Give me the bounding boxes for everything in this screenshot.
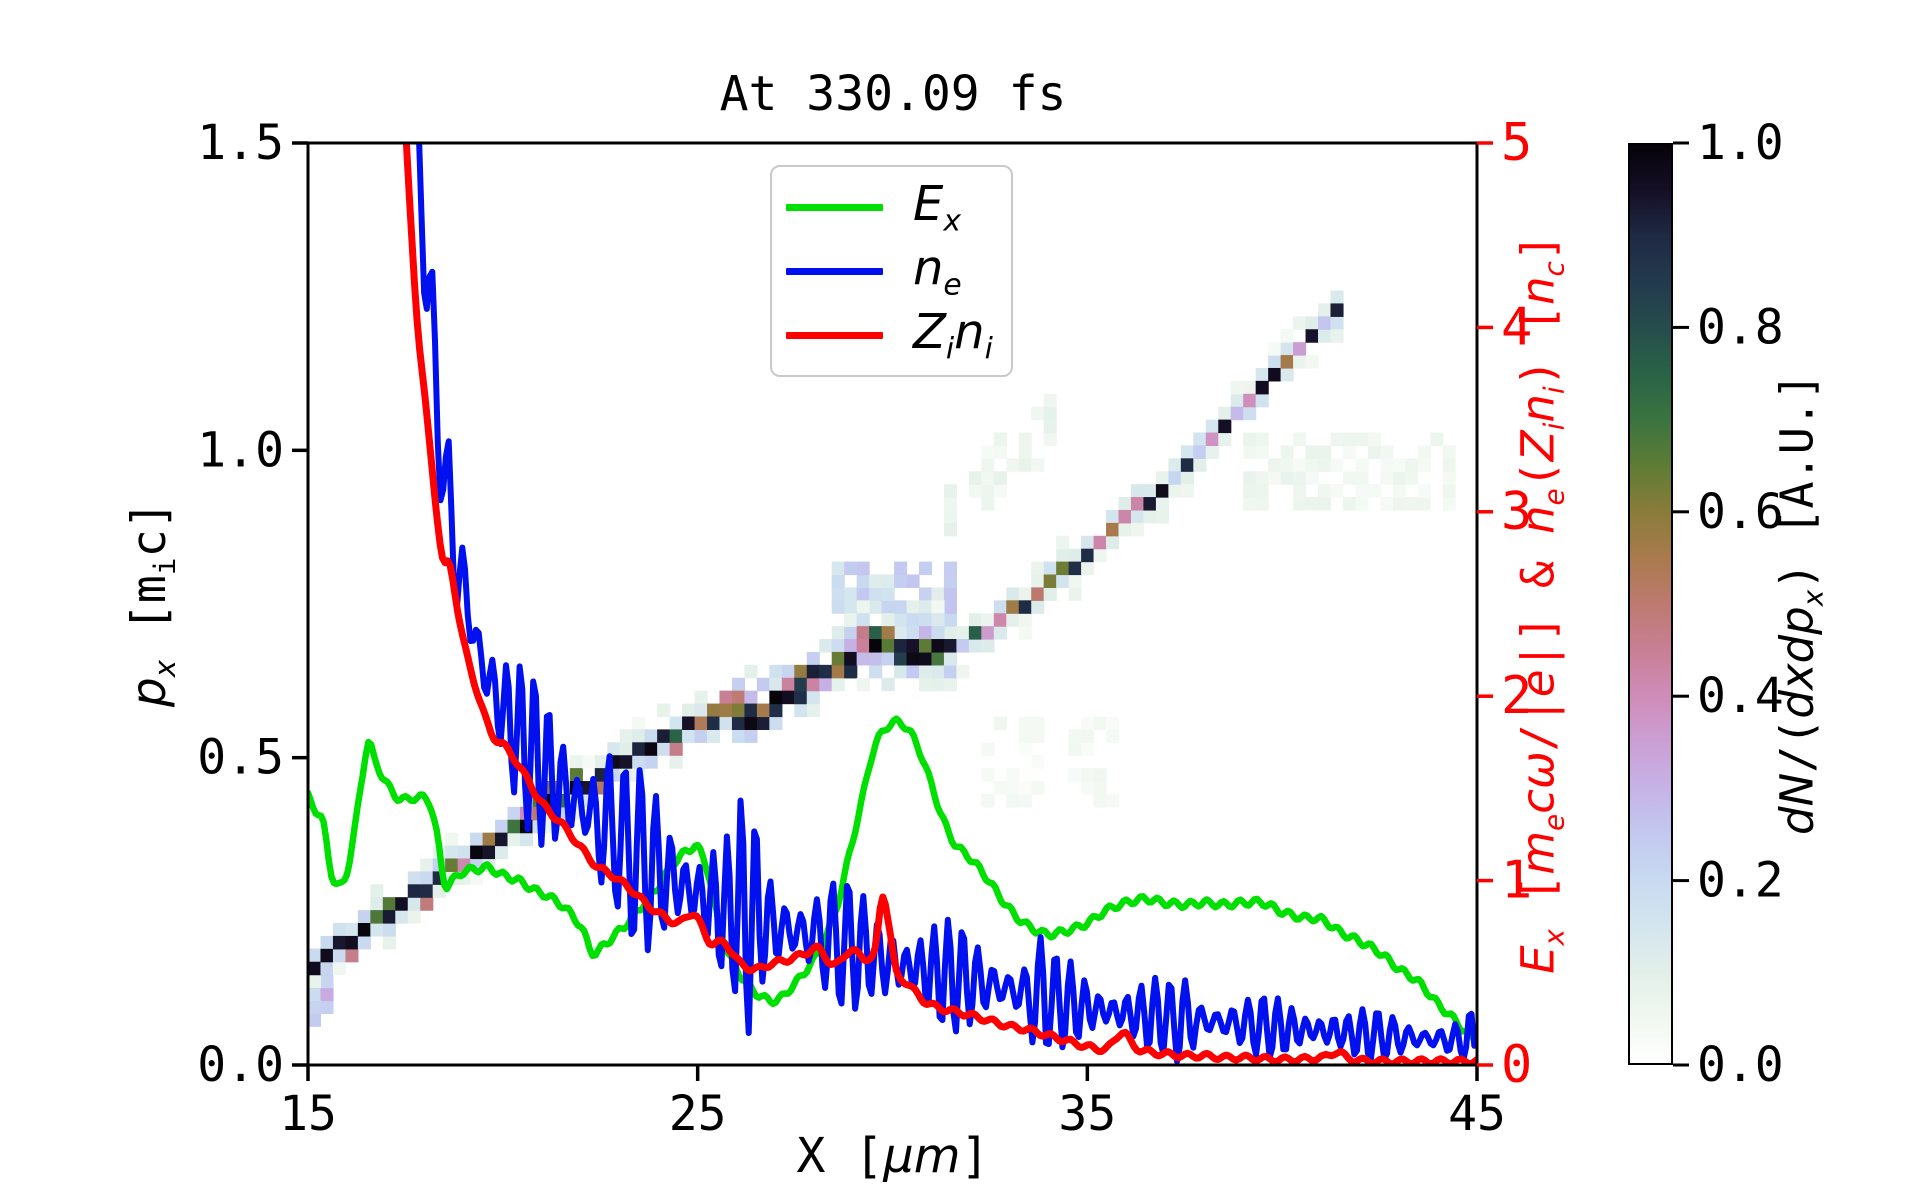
ex-line	[308, 715, 1477, 1048]
left-y-axis-label: px [mic]	[121, 500, 183, 708]
x-tick-label: 15	[279, 1086, 337, 1142]
right-tick-label: 4	[1501, 297, 1532, 357]
ex-line-swatch	[786, 203, 883, 211]
x-axis-ticks: 15 25 35 45	[279, 1065, 1506, 1142]
left-tick-label: 1.0	[197, 422, 284, 478]
legend-item-ex: Ex	[772, 176, 1011, 238]
x-axis-label: X [μm]	[797, 1128, 990, 1184]
zini-line	[402, 143, 1477, 1065]
plot-title: At 330.09 fs	[719, 66, 1067, 122]
right-y-axis-label: Ex [mecω/|e|] & ne(Zini) [nc]	[1511, 234, 1571, 974]
colorbar	[1628, 143, 1673, 1065]
legend-label-ne: ne	[913, 239, 962, 303]
xlabel-mu: μm	[883, 1128, 961, 1184]
left-tick-label: 1.5	[197, 115, 284, 171]
colorbar-ticks: 0.0 0.2 0.4 0.6 0.8 1.0	[1673, 115, 1784, 1093]
zini-line-swatch	[786, 331, 883, 339]
right-tick-label: 3	[1501, 482, 1532, 542]
right-y-axis-ticks: 0 1 2 3 4 5	[1477, 113, 1532, 1095]
colorbar-tick-label: 0.2	[1697, 853, 1784, 909]
right-tick-label: 2	[1501, 666, 1532, 726]
legend-item-ne: ne	[772, 240, 1011, 302]
colorbar-tick-label: 1.0	[1697, 115, 1784, 171]
legend-label-zini: Zini	[913, 303, 993, 367]
ne-line	[416, 143, 1477, 1065]
xlabel-text: X [	[796, 1128, 884, 1184]
left-y-axis-ticks: 0.0 0.5 1.0 1.5	[197, 115, 308, 1093]
ne-line-swatch	[786, 267, 883, 275]
legend: Ex ne Zini	[770, 165, 1013, 377]
left-tick-label: 0.5	[197, 730, 284, 786]
right-tick-label: 0	[1501, 1035, 1532, 1095]
colorbar-tick-label: 0.0	[1697, 1037, 1784, 1093]
xlabel-close: ]	[960, 1128, 990, 1184]
x-tick-label: 25	[669, 1086, 727, 1142]
left-tick-label: 0.0	[197, 1037, 284, 1093]
colorbar-label: dN/(dxdpx) [A.U.]	[1770, 372, 1830, 836]
colorbar-tick-label: 0.4	[1697, 668, 1784, 724]
legend-label-ex: Ex	[913, 175, 961, 239]
x-tick-label: 35	[1058, 1086, 1116, 1142]
legend-item-zini: Zini	[772, 304, 1011, 366]
plot-spines	[306, 141, 1479, 1067]
x-tick-label: 45	[1448, 1086, 1506, 1142]
colorbar-tick-label: 0.6	[1697, 484, 1784, 540]
right-tick-label: 5	[1501, 113, 1532, 173]
colorbar-tick-label: 0.8	[1697, 299, 1784, 355]
right-tick-label: 1	[1501, 851, 1532, 911]
